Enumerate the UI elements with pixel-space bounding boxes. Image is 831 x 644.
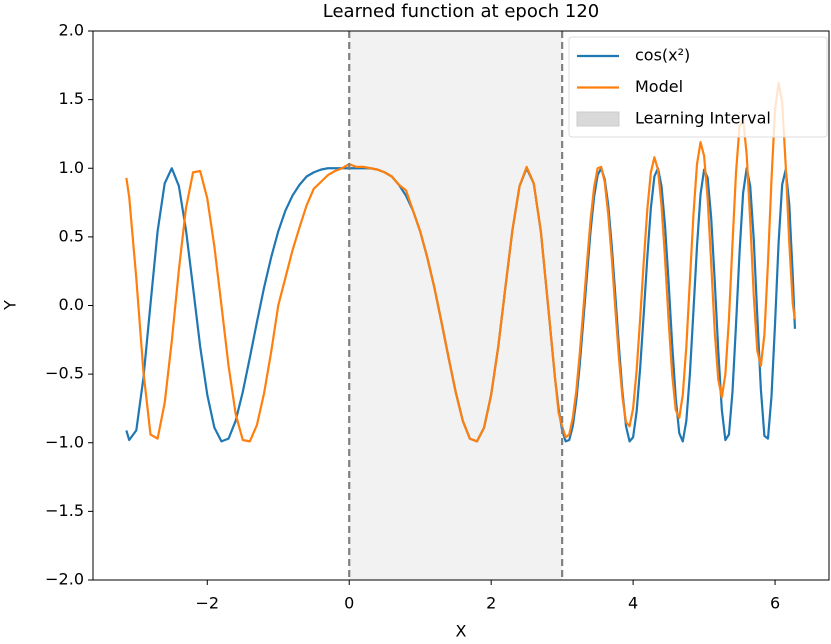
y-tick-label: 0.0 xyxy=(59,295,84,314)
y-tick-label: 1.5 xyxy=(59,89,84,108)
learning-interval xyxy=(349,31,563,580)
legend-label: Model xyxy=(635,77,683,96)
x-tick-label: −2 xyxy=(195,594,219,613)
chart-title: Learned function at epoch 120 xyxy=(323,1,600,22)
legend-label: cos(x²) xyxy=(635,46,690,65)
series-line xyxy=(125,167,797,443)
y-tick-label: −2.0 xyxy=(45,570,84,589)
legend-label: Learning Interval xyxy=(635,109,771,128)
series-line xyxy=(125,82,797,443)
y-tick-label: 1.0 xyxy=(59,158,84,177)
y-tick-label: 0.5 xyxy=(59,226,84,245)
legend-swatch xyxy=(576,111,620,127)
y-tick-label: −0.5 xyxy=(45,364,84,383)
y-tick-label: −1.0 xyxy=(45,432,84,451)
legend-box xyxy=(568,36,828,138)
y-tick-label: −1.5 xyxy=(45,501,84,520)
x-tick-label: 0 xyxy=(344,594,354,613)
x-axis-label: X xyxy=(456,622,467,641)
x-tick-label: 4 xyxy=(628,594,638,613)
x-tick-label: 2 xyxy=(486,594,496,613)
y-tick-label: 2.0 xyxy=(59,21,84,40)
x-tick-label: 6 xyxy=(770,594,780,613)
plot-area xyxy=(125,31,797,580)
y-axis-label: Y xyxy=(1,300,20,311)
